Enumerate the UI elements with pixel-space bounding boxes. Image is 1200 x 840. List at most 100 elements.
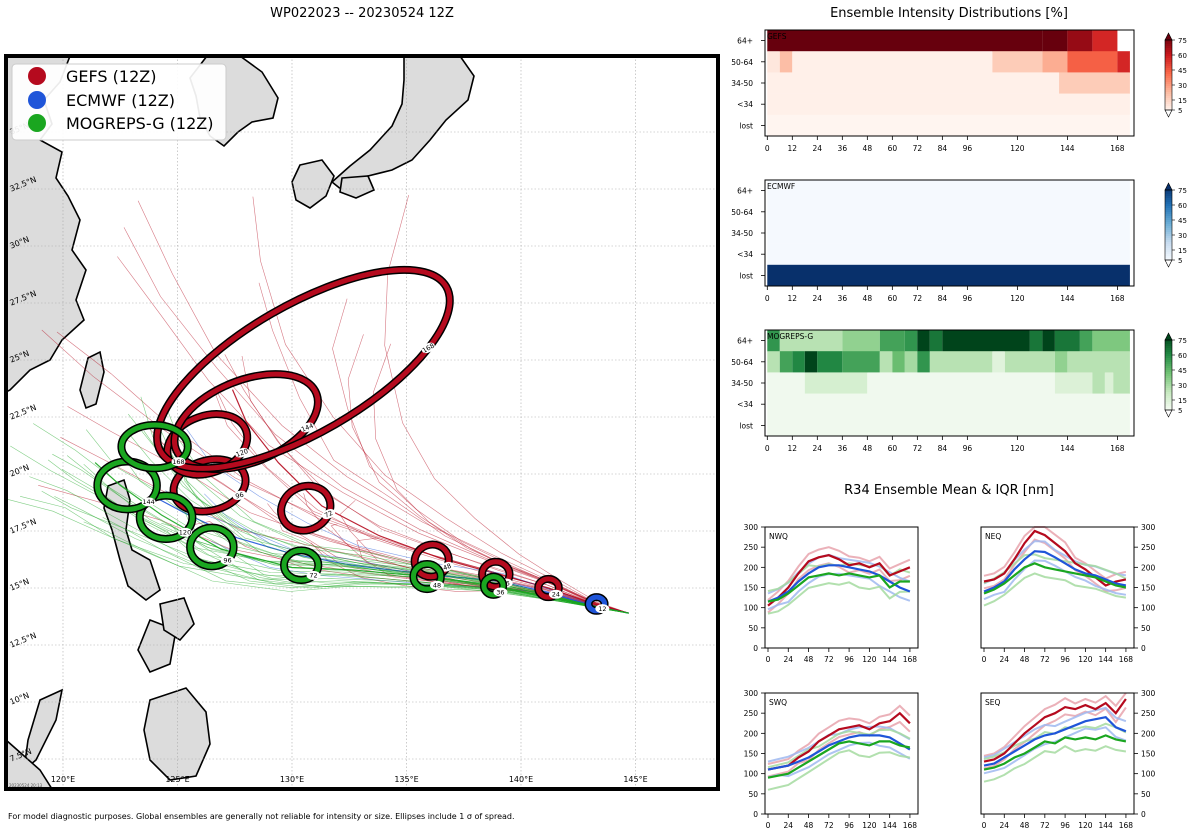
r34-x-tick-label: 0 (766, 821, 771, 830)
r34-x-tick-label: 48 (1020, 655, 1030, 664)
legend-marker-gefs (28, 67, 46, 85)
heatmap-x-tick-label: 168 (1110, 444, 1125, 453)
r34-x-tick-label: 96 (844, 821, 854, 830)
colorbar-segment (1165, 64, 1172, 67)
r34-y-tick-label: 150 (1141, 584, 1156, 593)
r34-x-tick-label: 72 (824, 655, 834, 664)
heatmap-panel-label: ECMWF (767, 182, 795, 191)
heatmap-x-tick-label: 48 (863, 144, 873, 153)
map-frame (4, 54, 720, 791)
r34-iqr-line (983, 692, 1127, 757)
spread-ellipse-mogreps-g: 96 (186, 523, 238, 571)
heatmap-x-tick-label: 144 (1060, 144, 1075, 153)
ellipse-ring (281, 547, 321, 583)
heatmap-y-tick-label: 64+ (737, 187, 753, 196)
heatmap-frame (764, 29, 1135, 137)
colorbar-segment (1165, 248, 1172, 251)
heatmap-cell (767, 414, 1130, 437)
map-legend: GEFS (12Z) ECMWF (12Z) MOGREPS-G (12Z) (11, 63, 227, 141)
colorbar-tick-label: 30 (1178, 82, 1187, 90)
r34-y-tick-label: 100 (1141, 604, 1156, 613)
colorbar-tick-label: 5 (1178, 257, 1182, 265)
colorbar-segment (1165, 82, 1172, 85)
heatmap-x-tick-label: 144 (1060, 294, 1075, 303)
heatmap-cell (1042, 30, 1068, 52)
heatmap-y-tick-label: 34-50 (731, 79, 753, 88)
r34-x-tick-label: 120 (1078, 821, 1093, 830)
heatmap-cell (917, 351, 930, 373)
heatmap-cell (1092, 372, 1105, 394)
ellipse-hour-label-bg (232, 490, 247, 500)
colorbar-segment (1165, 108, 1172, 111)
colorbar-segment (1165, 376, 1172, 379)
r34-mean-line-gefs (767, 711, 911, 771)
colorbar-segment (1165, 236, 1172, 239)
heatmap-x-tick-label: 48 (863, 444, 873, 453)
colorbar-segment (1165, 352, 1172, 355)
r34-mean-line-ecmwf (983, 716, 1127, 767)
heatmap-cell (767, 393, 1130, 416)
ellipse-hour-label-bg (235, 447, 249, 458)
r34-x-tick-label: 168 (903, 655, 918, 664)
heatmap-cell (767, 51, 780, 73)
lon-tick-label: 120°E (51, 775, 75, 784)
r34-x-tick-label: 168 (1119, 821, 1134, 830)
ellipse-hour-label: 72 (309, 572, 317, 580)
colorbar-segment (1165, 400, 1172, 403)
ellipse-hour-label-bg (548, 589, 563, 599)
heatmap-cell (867, 372, 1055, 394)
colorbar-segment (1165, 200, 1172, 203)
colorbar-segment (1165, 216, 1172, 219)
r34-mean-line-gefs (767, 554, 911, 607)
heatmap-x-tick-label: 36 (838, 444, 848, 453)
r34-y-tick-label: 300 (1141, 689, 1156, 698)
colorbar-segment (1165, 40, 1172, 43)
r34-x-tick-label: 24 (1000, 655, 1010, 664)
ellipse-ring (481, 574, 506, 598)
r34-panel-seq: SEQ 0 24 48 72 96 120 144 168 0 50 100 150 200 250 300 (980, 689, 1156, 830)
colorbar-segment (1165, 104, 1172, 107)
heatmap-y-tick-label: 50-64 (731, 58, 753, 67)
heatmap-cell (1079, 330, 1093, 352)
heatmap-cell (917, 330, 930, 352)
r34-title: R34 Ensemble Mean & IQR [nm] (844, 483, 1054, 498)
heatmap-cell (767, 222, 1130, 244)
r34-iqr-line (767, 741, 911, 779)
colorbar-segment (1165, 394, 1172, 397)
r34-panel-neq: NEQ 0 24 48 72 96 120 144 168 0 50 100 150 200 250 300 (980, 523, 1156, 664)
ellipse-hour-label-bg (421, 342, 435, 354)
colorbar-segment (1165, 214, 1172, 217)
ellipse-ring (278, 483, 333, 534)
ellipse-hour-label-bg (300, 422, 314, 433)
heatmap-frame (764, 179, 1135, 287)
heatmap-cell (767, 30, 1043, 52)
intensity-heatmaps: 64+ 50-64 34-50 <34 lost GEFS 0 12 24 36 48 60 72 84 9… (731, 29, 1187, 453)
spread-ellipse-mogreps-g: 36 (479, 572, 508, 599)
legend-label-ecmwf: ECMWF (12Z) (66, 91, 175, 110)
intensity-title: Ensemble Intensity Distributions [%] (830, 6, 1068, 21)
r34-x-tick-label: 72 (1040, 821, 1050, 830)
colorbar-segment (1165, 224, 1172, 227)
spread-ellipse-mogreps-g: 120 (135, 491, 197, 543)
colorbar-segment (1165, 88, 1172, 91)
colorbar-segment (1165, 372, 1172, 375)
r34-y-tick-label: 200 (744, 563, 759, 572)
r34-y-tick-label: 250 (744, 543, 759, 552)
heatmap-x-tick-label: 120 (1010, 444, 1025, 453)
r34-y-tick-label: 250 (744, 709, 759, 718)
ellipse-hour-label-bg (321, 509, 336, 520)
colorbar-segment (1165, 238, 1172, 241)
colorbar-segment (1165, 404, 1172, 407)
colorbar-segment (1165, 100, 1172, 103)
r34-y-tick-label: 0 (753, 644, 758, 653)
colorbar-tick-label: 45 (1178, 217, 1187, 225)
heatmap-cell (804, 372, 868, 394)
ellipse-hour-label-bg (440, 561, 454, 572)
r34-x-tick-label: 24 (1000, 821, 1010, 830)
footer-note: For model diagnostic purposes. Global en… (8, 812, 515, 821)
lon-tick-label: 140°E (509, 775, 533, 784)
colorbar-tick-label: 30 (1178, 232, 1187, 240)
heatmap-cell (1092, 30, 1118, 52)
colorbar-bottom-arrow (1164, 109, 1173, 118)
